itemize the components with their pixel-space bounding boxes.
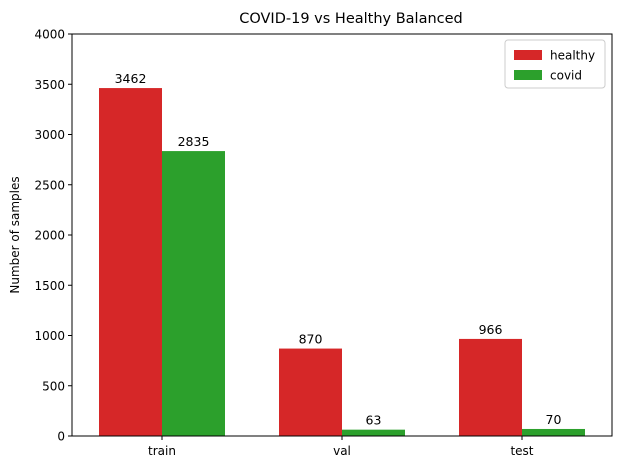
legend-label-healthy: healthy	[550, 49, 595, 63]
bar-covid-train	[162, 151, 225, 436]
legend-swatch-healthy	[514, 50, 542, 60]
y-tick-label: 0	[57, 430, 65, 444]
x-tick-label-val: val	[333, 444, 351, 458]
data-label-healthy-val: 870	[299, 332, 323, 347]
chart-title: COVID-19 vs Healthy Balanced	[239, 11, 463, 27]
legend: healthy covid	[504, 39, 606, 89]
y-tick-label: 2000	[34, 229, 65, 243]
bar-healthy-test	[459, 338, 522, 436]
y-tick-label: 3000	[34, 128, 65, 142]
y-tick-label: 3500	[34, 78, 65, 92]
data-label-healthy-test: 966	[479, 322, 503, 337]
y-axis-label: Number of samples	[8, 176, 22, 293]
legend-label-covid: covid	[550, 69, 582, 83]
legend-swatch-covid	[514, 70, 542, 80]
bar-healthy-val	[279, 348, 342, 436]
plot-area: 3462 870 966 2835 63 70 0 500 1000 1500 2000 2500 30…	[34, 28, 613, 458]
data-label-covid-train: 2835	[178, 134, 210, 149]
y-tick-label: 2500	[34, 178, 65, 192]
y-tick-label: 1000	[34, 329, 65, 343]
bar-covid-test	[522, 428, 585, 436]
y-tick-label: 500	[42, 379, 65, 393]
y-tick-label: 1500	[34, 279, 65, 293]
data-label-covid-val: 63	[366, 413, 382, 428]
x-tick-label-test: test	[510, 444, 533, 458]
bar-healthy-train	[99, 88, 162, 436]
x-tick-label-train: train	[148, 444, 176, 458]
y-tick-label: 4000	[34, 28, 65, 42]
data-label-healthy-train: 3462	[115, 71, 147, 86]
data-label-covid-test: 70	[546, 412, 562, 427]
bar-covid-val	[342, 429, 405, 436]
